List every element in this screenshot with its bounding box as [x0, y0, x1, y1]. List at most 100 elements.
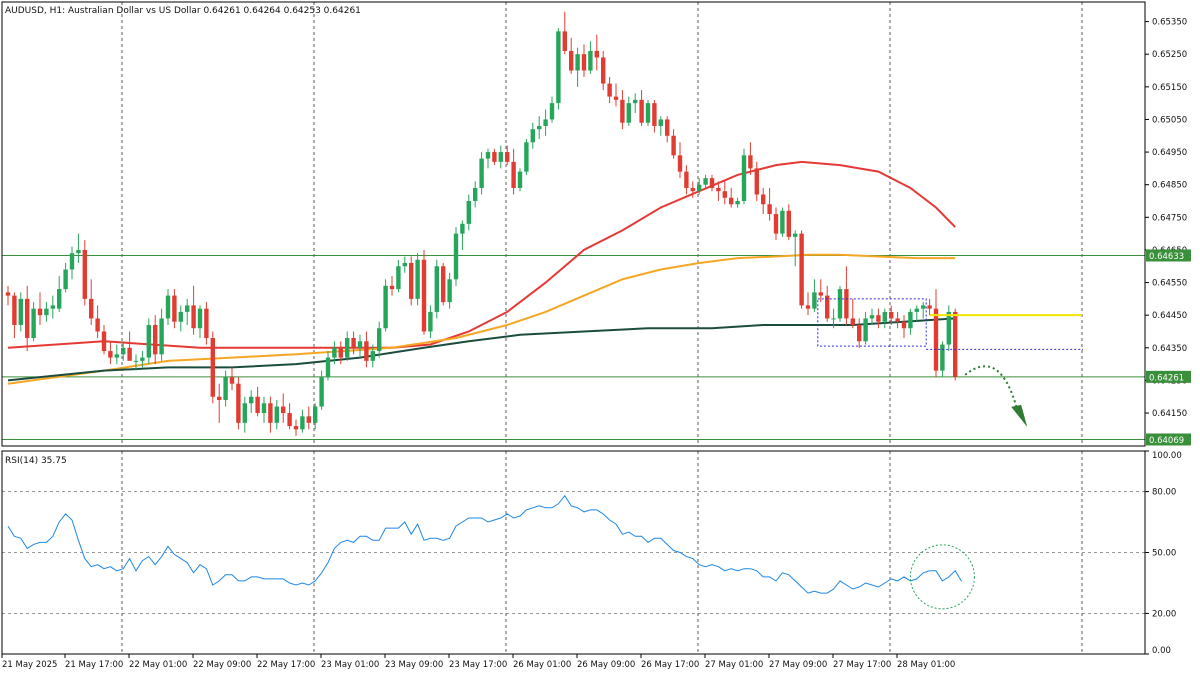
time-tick-label: 22 May 01:00	[129, 660, 187, 670]
candle-body	[677, 155, 683, 172]
candle-body	[613, 96, 619, 100]
candle-body	[313, 406, 318, 423]
candle-body	[12, 295, 17, 325]
candle-body	[69, 253, 75, 270]
candle-body	[300, 416, 305, 430]
candle-body	[908, 311, 913, 329]
candle-body	[562, 31, 567, 51]
candle-body	[389, 285, 395, 290]
candle-body	[780, 210, 785, 234]
candle-body	[325, 357, 331, 378]
candle-body	[178, 311, 183, 322]
candle-body	[319, 377, 324, 407]
candle-body	[261, 403, 267, 414]
candle-body	[671, 135, 676, 156]
candle-body	[722, 191, 727, 198]
candle-body	[236, 383, 241, 423]
candle-body	[460, 223, 465, 234]
candle-body	[549, 103, 555, 120]
candle-body	[473, 187, 478, 202]
time-tick-label: 26 May 01:00	[513, 660, 571, 670]
rsi-panel[interactable]	[2, 451, 1145, 654]
price-tick-label: 0.64750	[1152, 213, 1187, 223]
candle-body	[748, 155, 753, 169]
candle-body	[818, 292, 823, 296]
candle-body	[524, 142, 529, 172]
candle-body	[575, 54, 580, 71]
candle-body	[543, 119, 548, 126]
candle-body	[767, 204, 772, 215]
candle-body	[882, 311, 887, 322]
price-panel[interactable]	[2, 2, 1145, 446]
candle-body	[453, 233, 459, 280]
moving-average-line	[7, 160, 956, 349]
candle-body	[639, 99, 644, 123]
candle-body	[793, 233, 798, 237]
price-panel-frame	[1, 1, 1146, 447]
price-tick-label: 0.64450	[1152, 311, 1187, 321]
moving-average-line	[7, 253, 956, 385]
candle-body	[18, 298, 23, 325]
candle-body	[63, 269, 68, 290]
time-tick-label: 26 May 17:00	[641, 660, 699, 670]
candle-body	[799, 233, 804, 306]
candle-body	[370, 351, 375, 361]
candle-body	[754, 168, 759, 195]
candle-body	[940, 344, 945, 371]
rsi-line	[7, 494, 963, 594]
candle-body	[729, 197, 734, 205]
candle-body	[345, 338, 350, 358]
candle-body	[101, 331, 107, 352]
candle-body	[812, 292, 817, 309]
candle-body	[645, 103, 651, 123]
price-tag-box	[1146, 370, 1191, 383]
price-tick-label: 0.65250	[1152, 50, 1187, 60]
candle-body	[594, 50, 599, 58]
candle-body	[953, 311, 958, 377]
time-tick-label: 23 May 01:00	[321, 660, 379, 670]
candle-body	[50, 305, 55, 309]
candle-body	[633, 99, 638, 104]
candle-body	[735, 201, 740, 205]
candle-body	[889, 311, 894, 319]
candle-body	[601, 57, 606, 84]
candle-body	[223, 377, 228, 401]
candle-body	[837, 289, 843, 319]
candle-body	[332, 347, 337, 358]
candle-body	[786, 210, 791, 237]
candle-body	[89, 298, 94, 319]
candle-body	[626, 103, 631, 123]
candle-body	[773, 214, 779, 234]
candle-body	[511, 161, 516, 188]
time-tick-label: 27 May 01:00	[705, 660, 763, 670]
candle-body	[37, 308, 43, 316]
price-tag-label: 0.64069	[1149, 436, 1184, 446]
candle-body	[581, 54, 587, 71]
candle-body	[306, 416, 311, 423]
candle-body	[255, 396, 260, 414]
rsi-tick-label: 80.00	[1152, 488, 1176, 498]
candle-body	[351, 338, 356, 348]
candle-body	[287, 413, 292, 427]
candle-body	[658, 119, 663, 126]
candle-body	[441, 266, 446, 303]
price-tick-label: 0.65150	[1152, 83, 1187, 93]
candle-body	[217, 396, 222, 401]
candle-body	[690, 187, 695, 192]
candle-body	[684, 171, 689, 188]
candle-body	[805, 305, 811, 309]
arrow-head-icon	[1011, 404, 1028, 427]
candle-body	[485, 152, 491, 159]
candle-body	[409, 262, 414, 299]
time-tick-label: 27 May 17:00	[833, 660, 891, 670]
price-tick-label: 0.64950	[1152, 148, 1187, 158]
candle-body	[466, 201, 471, 224]
candle-body	[82, 249, 87, 299]
candle-body	[268, 403, 273, 423]
time-tick-label: 28 May 01:00	[897, 660, 955, 670]
candle-body	[933, 308, 939, 371]
candle-body	[281, 406, 286, 414]
candle-body	[121, 347, 126, 355]
